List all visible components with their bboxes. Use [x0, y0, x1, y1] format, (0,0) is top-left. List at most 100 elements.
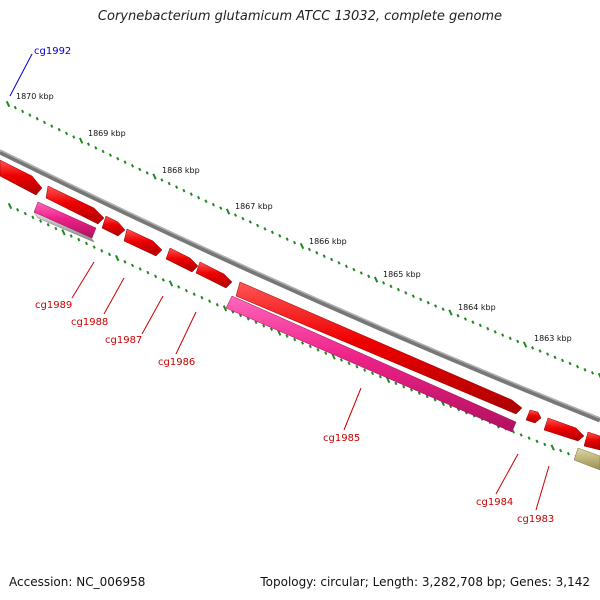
minor-tick: [316, 348, 320, 352]
minor-tick: [560, 358, 565, 363]
ruler-labels: 1870 kbp 1869 kbp 1868 kbp 1867 kbp 1866…: [16, 92, 572, 343]
ruler-label-1866: 1866 kbp: [309, 237, 347, 246]
minor-tick: [456, 313, 460, 318]
minor-tick: [192, 292, 196, 296]
gene-arrow[interactable]: [165, 247, 199, 273]
major-tick: [299, 242, 305, 250]
minor-tick: [546, 352, 550, 356]
minor-tick: [322, 254, 326, 258]
gene-arrow[interactable]: [195, 261, 233, 289]
ruler-ticks: [5, 100, 600, 380]
minor-tick: [355, 364, 359, 369]
minor-tick: [404, 291, 408, 295]
gene-bar-pink[interactable]: [33, 201, 97, 239]
gene-bar-pink[interactable]: [225, 295, 517, 433]
minor-tick: [184, 288, 188, 293]
minor-tick: [382, 281, 386, 285]
minor-tick: [527, 436, 531, 440]
minor-tick: [419, 297, 423, 302]
gene-arrow[interactable]: [0, 159, 43, 196]
leader-cg1987: [141, 295, 164, 335]
minor-tick: [339, 358, 343, 362]
major-tick: [225, 208, 231, 215]
major-tick: [61, 229, 66, 236]
reverse-genes: [33, 201, 600, 471]
genome-summary: Topology: circular; Length: 3,282,708 bp…: [260, 575, 590, 589]
minor-tick: [116, 156, 120, 161]
minor-tick: [409, 388, 414, 392]
minor-tick: [538, 349, 542, 353]
gene-label-cg1987[interactable]: cg1987: [105, 335, 142, 346]
minor-tick: [177, 285, 181, 289]
gene-arrow[interactable]: [543, 417, 585, 442]
gene-arrow[interactable]: [583, 431, 600, 451]
minor-tick: [50, 124, 54, 128]
minor-tick: [248, 220, 252, 224]
major-tick: [152, 173, 157, 180]
minor-tick: [219, 206, 223, 210]
minor-tick: [130, 164, 135, 168]
minor-tick: [39, 219, 43, 223]
minor-tick: [370, 371, 375, 376]
minor-tick: [486, 326, 490, 331]
minor-tick: [16, 208, 20, 212]
gene-label-cg1989[interactable]: cg1989: [35, 300, 72, 311]
gene-label-cg1983[interactable]: cg1983: [517, 514, 554, 525]
minor-tick: [378, 374, 382, 379]
gene-arrow[interactable]: [45, 185, 105, 225]
minor-tick: [138, 267, 142, 271]
gene-arrow[interactable]: [123, 228, 163, 257]
ruler-label-1865: 1865 kbp: [383, 270, 421, 279]
minor-tick: [208, 299, 212, 303]
minor-tick: [449, 404, 453, 409]
leader-cg1986: [175, 311, 197, 355]
gene-arrow[interactable]: [235, 281, 523, 415]
minor-tick: [161, 278, 165, 282]
minor-tick: [72, 135, 76, 139]
minor-tick: [543, 442, 547, 447]
minor-tick: [402, 384, 406, 389]
minor-tick: [330, 257, 334, 262]
minor-tick: [344, 264, 348, 269]
gene-label-cg1986[interactable]: cg1986: [158, 357, 195, 368]
minor-tick: [167, 181, 171, 186]
minor-tick: [519, 433, 523, 437]
gene-label-cg1985[interactable]: cg1985: [323, 433, 360, 444]
minor-tick: [285, 334, 289, 338]
gene-arrow[interactable]: [101, 215, 126, 237]
minor-tick: [86, 142, 91, 146]
gene-label-cg1992[interactable]: cg1992: [34, 46, 71, 57]
minor-tick: [64, 131, 69, 136]
minor-tick: [94, 146, 98, 150]
minor-tick: [270, 230, 274, 235]
major-tick: [115, 254, 120, 262]
minor-tick: [516, 339, 520, 344]
minor-tick: [100, 249, 104, 253]
ruler-label-1864: 1864 kbp: [458, 303, 496, 312]
minor-tick: [269, 327, 274, 331]
minor-tick: [433, 398, 437, 402]
minor-tick: [197, 195, 201, 200]
minor-tick: [189, 192, 193, 196]
minor-tick: [160, 178, 164, 182]
minor-tick: [42, 120, 47, 125]
gene-bar-olive[interactable]: [573, 447, 600, 471]
ruler-label-1867: 1867 kbp: [235, 202, 273, 211]
ruler-label-1869: 1869 kbp: [88, 129, 126, 138]
label-leaders: [9, 53, 550, 511]
ruler-label-1870: 1870 kbp: [16, 92, 54, 101]
minor-tick: [493, 330, 497, 334]
major-tick: [5, 100, 11, 108]
minor-tick: [293, 240, 297, 245]
leader-cg1988: [103, 277, 125, 315]
gene-label-cg1988[interactable]: cg1988: [71, 317, 108, 328]
major-tick: [222, 305, 228, 312]
accession-text: Accession: NC_006958: [9, 575, 146, 589]
gene-arrow[interactable]: [525, 409, 542, 424]
minor-tick: [69, 234, 73, 238]
gene-label-cg1984[interactable]: cg1984: [476, 497, 513, 508]
minor-tick: [263, 227, 267, 231]
major-tick: [277, 329, 282, 336]
ruler-label-1863: 1863 kbp: [534, 334, 572, 343]
major-tick: [331, 353, 336, 360]
